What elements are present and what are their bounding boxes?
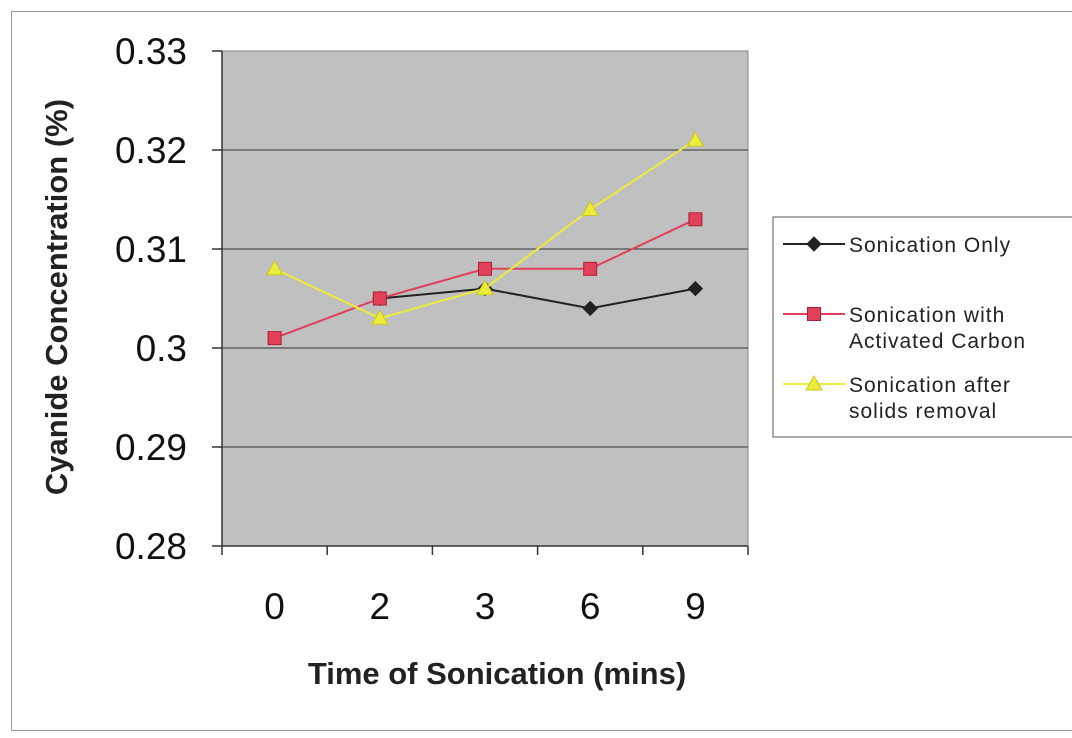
chart-frame (11, 11, 1072, 731)
y-tick-labels: 0.28 0.29 0.3 0.31 0.32 0.33 (115, 31, 187, 567)
data-point (265, 259, 284, 276)
y-tick-label: 0.31 (115, 229, 187, 270)
data-point (582, 300, 598, 317)
data-point (686, 131, 705, 147)
legend-label: solids removal (849, 400, 997, 423)
legend-label: Sonication Only (849, 234, 1011, 257)
data-point (687, 280, 704, 297)
data-point (478, 261, 492, 276)
x-tick-label: 6 (580, 586, 601, 627)
x-tick-labels: 0 2 3 6 9 (264, 586, 705, 627)
legend-box (772, 216, 1072, 438)
y-axis-title: Cyanide Concentration (%) (39, 99, 74, 495)
x-tick-label: 3 (475, 586, 496, 627)
series-layer (265, 131, 705, 346)
y-tick-label: 0.33 (115, 31, 187, 72)
y-tick-label: 0.3 (136, 328, 187, 369)
y-tick-label: 0.29 (115, 427, 187, 468)
legend-label: Sonication with (849, 304, 1005, 327)
legend: Sonication Only Sonication with Activated … (772, 216, 1072, 438)
y-tick-label: 0.28 (115, 526, 187, 567)
legend-entry: Sonication with Activated Carbon (783, 304, 1026, 353)
data-point (688, 212, 703, 227)
y-tick-label: 0.32 (115, 130, 187, 171)
data-point (806, 236, 822, 252)
legend-entry: Sonication after solids removal (783, 374, 1011, 423)
data-point (583, 261, 598, 276)
x-tick-label: 9 (685, 586, 706, 627)
data-point (267, 331, 282, 346)
data-point (372, 291, 387, 306)
axes (212, 50, 749, 555)
x-tick-label: 0 (264, 586, 285, 627)
legend-entry: Sonication Only (783, 234, 1011, 257)
legend-label: Activated Carbon (849, 330, 1026, 353)
data-point (370, 309, 389, 325)
series-square (267, 212, 703, 346)
data-point (581, 200, 600, 216)
data-point (807, 307, 821, 321)
x-axis-title: Time of Sonication (mins) (308, 656, 686, 691)
gridlines (222, 149, 748, 448)
series-triangle (265, 131, 705, 325)
series-line (379, 287, 696, 310)
legend-label: Sonication after (849, 374, 1011, 397)
plot-area (221, 50, 749, 547)
data-point (805, 374, 823, 391)
data-point (476, 279, 494, 296)
x-tick-label: 2 (370, 586, 391, 627)
